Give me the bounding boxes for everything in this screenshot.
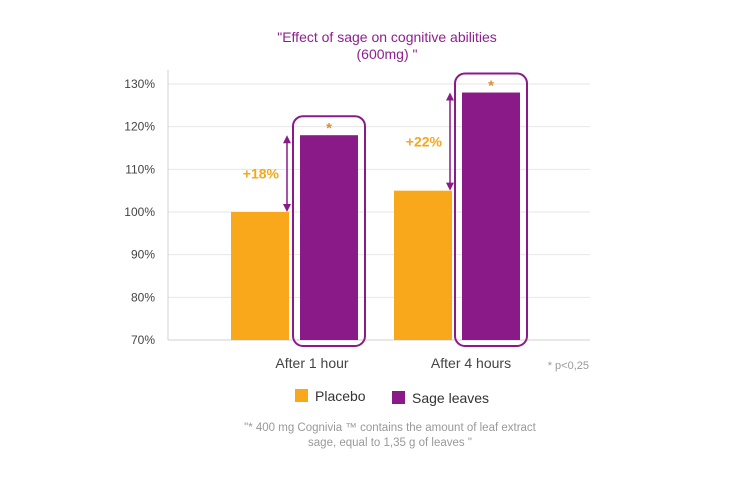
chart-title-line-1: "Effect of sage on cognitive abilities bbox=[277, 29, 497, 45]
highlight-frame-after-1-hour bbox=[292, 115, 366, 347]
bar-sage-leaves-after-1-hour bbox=[300, 135, 358, 340]
y-tick-label-100: 100% bbox=[124, 205, 155, 219]
delta-arrow-head-down-after-4-hours bbox=[446, 182, 454, 191]
y-tick-label-80: 80% bbox=[131, 290, 155, 304]
x-tick-label-after-1-hour: After 1 hour bbox=[275, 355, 348, 371]
annotations: * +18% * +22% bbox=[243, 72, 528, 348]
y-tick-label-90: 90% bbox=[131, 248, 155, 262]
delta-label-after-4-hours: +22% bbox=[406, 134, 443, 150]
legend-label-sage-leaves: Sage leaves bbox=[412, 390, 489, 406]
significance-marker-after-1-hour: * bbox=[326, 120, 332, 137]
y-tick-label-110: 110% bbox=[125, 162, 155, 176]
bar-sage-leaves-after-4-hours bbox=[462, 92, 520, 341]
delta-arrow-head-up-after-1-hour bbox=[283, 135, 291, 144]
delta-label-after-1-hour: +18% bbox=[243, 166, 280, 182]
delta-arrow-head-down-after-1-hour bbox=[283, 204, 291, 212]
chart-title-line-2: (600mg) " bbox=[357, 46, 418, 62]
legend: Placebo Sage leaves bbox=[295, 388, 489, 406]
p-value-note: * p<0,25 bbox=[548, 360, 589, 372]
bars bbox=[231, 92, 520, 341]
significance-marker-after-4-hours: * bbox=[488, 78, 494, 95]
bar-placebo-after-1-hour bbox=[231, 212, 289, 340]
x-tick-label-after-4-hours: After 4 hours bbox=[431, 355, 511, 371]
legend-swatch-placebo bbox=[295, 389, 308, 402]
bar-placebo-after-4-hours bbox=[394, 190, 452, 340]
delta-arrow-head-up-after-4-hours bbox=[446, 92, 454, 101]
footnote-line-1: "* 400 mg Cognivia ™ contains the amount… bbox=[244, 422, 537, 434]
footnote-line-2: sage, equal to 1,35 g of leaves " bbox=[308, 437, 472, 449]
y-tick-label-130: 130% bbox=[124, 77, 155, 91]
legend-swatch-sage-leaves bbox=[392, 391, 405, 404]
highlight-frame-after-4-hours bbox=[454, 72, 528, 348]
legend-label-placebo: Placebo bbox=[315, 388, 366, 404]
y-tick-label-120: 120% bbox=[124, 120, 155, 134]
y-axis: 70% 80% 90% 100% 110% 120% 130% bbox=[124, 70, 590, 347]
y-tick-label-70: 70% bbox=[131, 333, 155, 347]
